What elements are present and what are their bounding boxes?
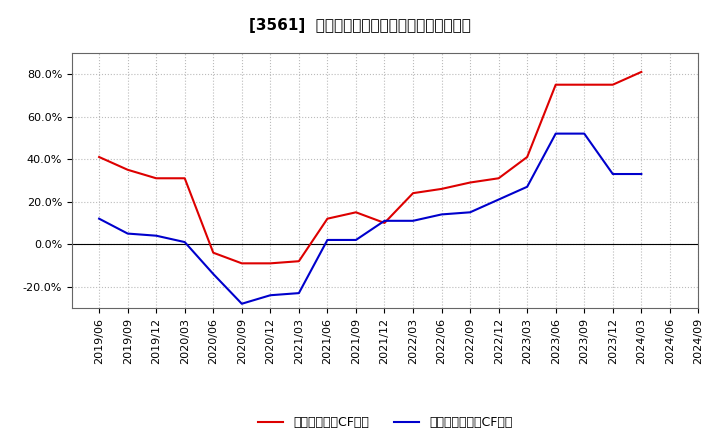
流動負債営業CF比率: [495, 176, 503, 181]
流動負債営業CF比率: [380, 220, 389, 226]
流動負債営業CF比率: [323, 216, 332, 221]
流動負債フリーCF比率: [409, 218, 418, 224]
流動負債営業CF比率: [266, 260, 274, 266]
流動負債営業CF比率: [608, 82, 617, 87]
流動負債営業CF比率: [409, 191, 418, 196]
流動負債フリーCF比率: [209, 271, 217, 277]
流動負債フリーCF比率: [181, 239, 189, 245]
流動負債営業CF比率: [466, 180, 474, 185]
流動負債フリーCF比率: [351, 237, 360, 242]
Line: 流動負債営業CF比率: 流動負債営業CF比率: [99, 72, 642, 263]
流動負債フリーCF比率: [266, 293, 274, 298]
流動負債フリーCF比率: [238, 301, 246, 306]
流動負債フリーCF比率: [552, 131, 560, 136]
Legend: 流動負債営業CF比率, 流動負債フリーCF比率: 流動負債営業CF比率, 流動負債フリーCF比率: [253, 411, 518, 434]
流動負債営業CF比率: [523, 154, 531, 160]
流動負債フリーCF比率: [637, 171, 646, 176]
Text: [3561]  流動負債キャッシュフロー比率の推移: [3561] 流動負債キャッシュフロー比率の推移: [249, 18, 471, 33]
流動負債フリーCF比率: [380, 218, 389, 224]
流動負債営業CF比率: [152, 176, 161, 181]
流動負債フリーCF比率: [580, 131, 588, 136]
流動負債フリーCF比率: [123, 231, 132, 236]
流動負債営業CF比率: [351, 210, 360, 215]
流動負債営業CF比率: [552, 82, 560, 87]
流動負債営業CF比率: [181, 176, 189, 181]
流動負債営業CF比率: [95, 154, 104, 160]
流動負債フリーCF比率: [608, 171, 617, 176]
流動負債営業CF比率: [294, 259, 303, 264]
流動負債営業CF比率: [238, 260, 246, 266]
流動負債営業CF比率: [437, 186, 446, 191]
流動負債営業CF比率: [637, 69, 646, 74]
Line: 流動負債フリーCF比率: 流動負債フリーCF比率: [99, 134, 642, 304]
流動負債フリーCF比率: [152, 233, 161, 238]
流動負債フリーCF比率: [466, 210, 474, 215]
流動負債フリーCF比率: [294, 290, 303, 296]
流動負債フリーCF比率: [95, 216, 104, 221]
流動負債フリーCF比率: [437, 212, 446, 217]
流動負債フリーCF比率: [495, 197, 503, 202]
流動負債営業CF比率: [123, 167, 132, 172]
流動負債営業CF比率: [580, 82, 588, 87]
流動負債フリーCF比率: [523, 184, 531, 189]
流動負債フリーCF比率: [323, 237, 332, 242]
流動負債営業CF比率: [209, 250, 217, 255]
